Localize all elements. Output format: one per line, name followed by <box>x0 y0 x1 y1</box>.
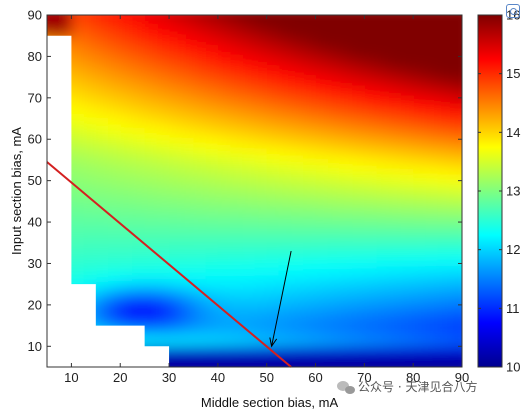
annotation-arrow <box>269 250 292 348</box>
colorbar <box>477 14 503 368</box>
plot-frame <box>46 14 463 368</box>
x-tick-label: 40 <box>211 370 225 385</box>
y-tick-label: 80 <box>28 49 42 64</box>
masked-region <box>47 15 170 367</box>
y-tick-label: 40 <box>28 215 42 230</box>
y-axis-label: Input section bias, mA <box>9 127 24 255</box>
colorbar-tick-label: 11 <box>506 301 520 316</box>
x-axis-label: Middle section bias, mA <box>201 395 339 410</box>
colorbar-tick-label: 15 <box>506 66 520 81</box>
y-tick-label: 60 <box>28 132 42 147</box>
x-tick-label: 70 <box>357 370 371 385</box>
y-tick-label: 90 <box>28 8 42 23</box>
x-tick-label: 90 <box>455 370 469 385</box>
x-tick-label: 20 <box>113 370 127 385</box>
x-tick-label: 50 <box>259 370 273 385</box>
colorbar-tick-label: 10 <box>506 360 520 375</box>
expand-icon[interactable] <box>506 4 520 18</box>
colorbar-tick-label: 13 <box>506 184 520 199</box>
y-tick-label: 30 <box>28 256 42 271</box>
heatmap-surface <box>47 15 462 367</box>
x-tick-label: 30 <box>162 370 176 385</box>
wechat-icon <box>337 381 355 394</box>
y-tick-label: 50 <box>28 173 42 188</box>
y-tick-label: 70 <box>28 90 42 105</box>
colorbar-tick-label: 14 <box>506 125 520 140</box>
y-tick-label: 20 <box>28 297 42 312</box>
x-tick-label: 60 <box>308 370 322 385</box>
x-tick-label: 80 <box>406 370 420 385</box>
watermark-text: 公众号 · 天津见合八方 <box>358 379 477 394</box>
x-tick-label: 10 <box>64 370 78 385</box>
boundary-line <box>46 161 292 368</box>
colorbar-tick-label: 12 <box>506 242 520 257</box>
y-tick-label: 10 <box>28 339 42 354</box>
